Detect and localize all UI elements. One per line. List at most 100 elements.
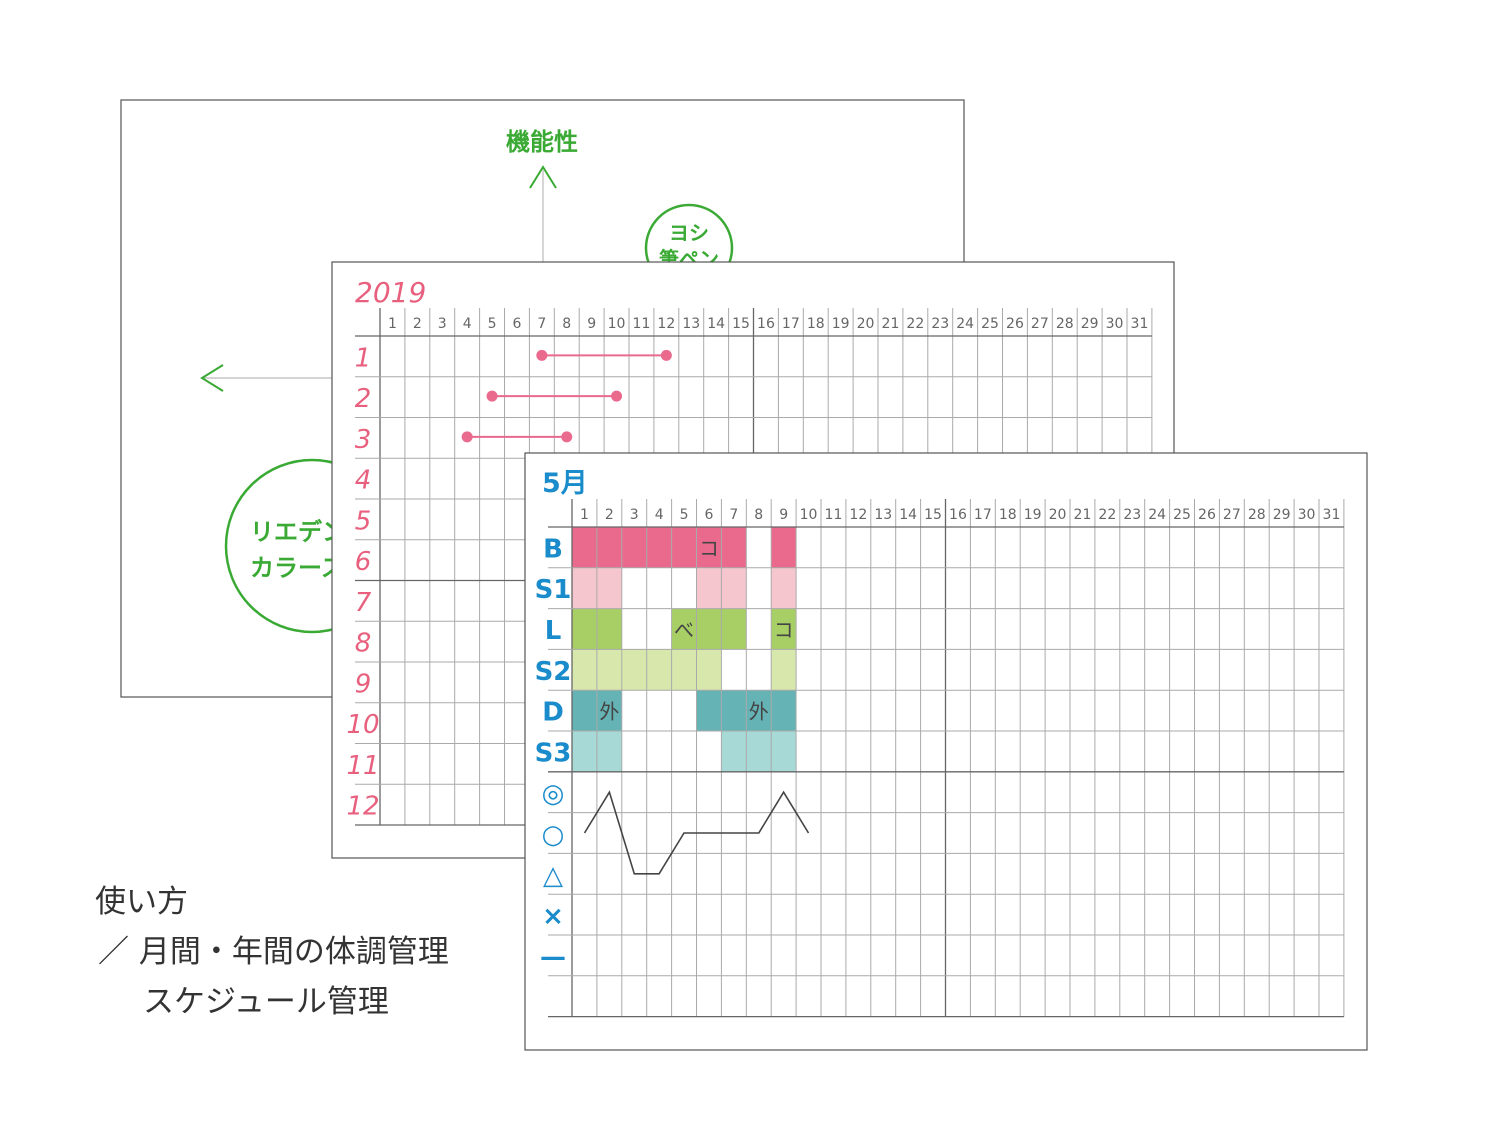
monthly-day-number: 17: [974, 507, 992, 523]
monthly-day-number: 7: [729, 507, 738, 523]
filled-cell: [572, 527, 597, 568]
filled-cell: [771, 567, 797, 609]
monthly-day-number: 20: [1049, 507, 1067, 523]
yearly-row-label: 8: [355, 629, 372, 659]
monthly-day-number: 25: [1173, 507, 1191, 523]
yearly-day-number: 26: [1006, 316, 1024, 332]
filled-cell: [671, 608, 697, 650]
yearly-row-label: 10: [346, 710, 379, 740]
monthly-day-number: 18: [999, 507, 1017, 523]
yearly-day-number: 23: [931, 316, 949, 332]
filled-cell: [771, 731, 797, 772]
yearly-title: 2019: [355, 276, 426, 309]
monthly-day-number: 9: [779, 507, 788, 523]
yearly-day-number: 17: [782, 316, 800, 332]
yearly-day-number: 2: [413, 316, 422, 332]
filled-cell: [671, 527, 697, 568]
filled-cell: [596, 527, 622, 568]
monthly-row-label: S3: [535, 738, 572, 768]
monthly-day-number: 31: [1323, 507, 1341, 523]
filled-cell: [621, 527, 647, 568]
monthly-row-label: —: [540, 942, 566, 972]
yearly-row-label: 1: [355, 343, 372, 373]
yearly-day-number: 31: [1131, 316, 1149, 332]
monthly-day-number: 24: [1148, 507, 1166, 523]
filled-cell: [596, 608, 622, 650]
filled-cell: [572, 690, 597, 731]
condition-line: [583, 790, 810, 875]
monthly-row-label: ×: [542, 902, 564, 932]
cell-mark: 外: [599, 700, 619, 724]
yearly-day-number: 28: [1056, 316, 1074, 332]
yearly-day-number: 4: [463, 316, 472, 332]
filled-cell: [696, 567, 722, 609]
product-circle-left-line2: カラース: [250, 554, 345, 582]
filled-cell: [721, 608, 747, 650]
cell-mark: コ: [699, 536, 719, 560]
filled-cell: [746, 690, 772, 731]
monthly-row-label: L: [545, 616, 562, 646]
caption: 使い方 ／ 月間・年間の体調管理 スケジュール管理: [95, 884, 449, 1020]
filled-cell: [646, 649, 672, 691]
filled-cell: [596, 649, 622, 691]
yearly-day-number: 21: [882, 316, 900, 332]
monthly-row-label: B: [543, 534, 563, 564]
monthly-day-number: 22: [1098, 507, 1116, 523]
yearly-day-number: 22: [906, 316, 924, 332]
up-arrow-icon: [529, 165, 557, 189]
product-circle-top-line1: ヨシ: [669, 221, 709, 245]
monthly-day-number: 1: [580, 507, 589, 523]
monthly-day-number: 15: [924, 507, 942, 523]
cell-mark: べ: [674, 618, 694, 642]
filled-cell: [572, 567, 597, 609]
filled-cell: [572, 608, 597, 650]
monthly-day-number: 4: [655, 507, 664, 523]
filled-cell: [771, 649, 797, 691]
yearly-day-number: 8: [562, 316, 571, 332]
monthly-row-label: ◎: [542, 779, 565, 809]
filled-cell: [671, 649, 697, 691]
monthly-day-number: 12: [849, 507, 867, 523]
yearly-day-number: 27: [1031, 316, 1049, 332]
monthly-day-number: 10: [800, 507, 818, 523]
axis-label-functionality: 機能性: [506, 128, 578, 156]
yearly-row-label: 11: [346, 751, 379, 781]
cell-mark: 外: [749, 700, 769, 724]
monthly-day-number: 11: [825, 507, 843, 523]
caption-line1: ／ 月間・年間の体調管理: [98, 934, 449, 970]
filled-cell: [746, 731, 772, 772]
yearly-day-number: 3: [438, 316, 447, 332]
monthly-day-number: 27: [1223, 507, 1241, 523]
filled-cell: [721, 690, 747, 731]
monthly-day-number: 23: [1123, 507, 1141, 523]
schedule-range-start-dot: [461, 431, 473, 443]
monthly-day-number: 21: [1074, 507, 1092, 523]
yearly-day-number: 25: [981, 316, 999, 332]
yearly-row-label: 9: [355, 669, 372, 699]
product-circle-left-line1: リエデン: [250, 518, 346, 546]
monthly-title: 5月: [542, 468, 588, 499]
yearly-day-number: 10: [608, 316, 626, 332]
monthly-day-number: 6: [704, 507, 713, 523]
filled-cell: [596, 690, 622, 731]
yearly-day-number: 16: [757, 316, 775, 332]
yearly-row-label: 12: [346, 792, 379, 822]
yearly-day-number: 7: [537, 316, 546, 332]
yearly-row-label: 5: [355, 506, 372, 536]
yearly-day-number: 11: [633, 316, 651, 332]
filled-cell: [696, 527, 722, 568]
filled-cell: [721, 567, 747, 609]
filled-cell: [696, 690, 722, 731]
filled-cell: [721, 527, 747, 568]
left-arrow-icon: [200, 364, 224, 392]
schedule-range-start-dot: [536, 349, 548, 361]
monthly-day-number: 3: [630, 507, 639, 523]
filled-cell: [721, 731, 747, 772]
yearly-day-number: 14: [707, 316, 725, 332]
yearly-day-number: 15: [732, 316, 750, 332]
yearly-row-label: 4: [355, 466, 372, 496]
yearly-day-number: 19: [832, 316, 850, 332]
monthly-row-label: △: [543, 861, 563, 891]
yearly-day-number: 18: [807, 316, 825, 332]
